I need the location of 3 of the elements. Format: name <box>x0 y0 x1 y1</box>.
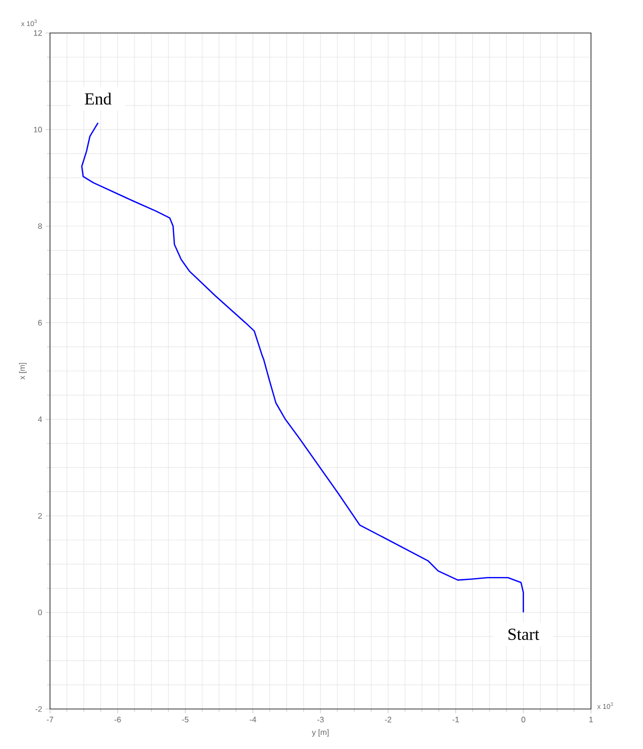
annotation: Start <box>508 628 540 640</box>
annotation: End <box>84 92 112 105</box>
line-series <box>81 122 524 614</box>
